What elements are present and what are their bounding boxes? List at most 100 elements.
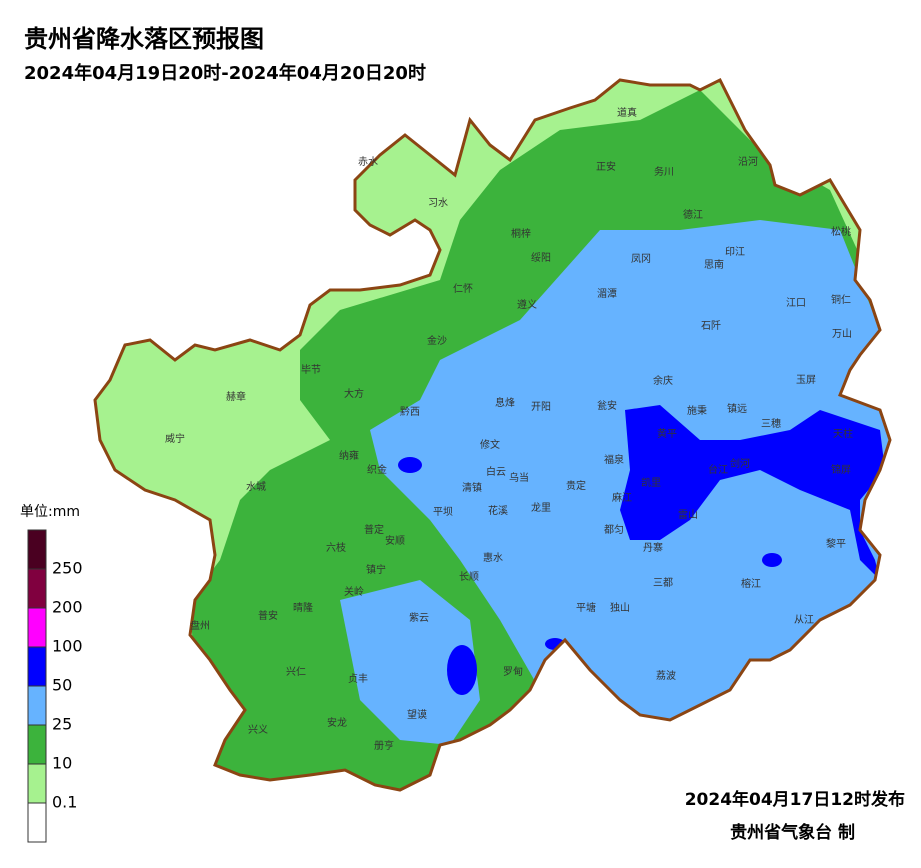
county-label: 余庆 xyxy=(653,374,673,387)
county-label: 瓮安 xyxy=(597,399,617,412)
county-label: 黄平 xyxy=(657,427,677,440)
county-label: 德江 xyxy=(683,208,703,221)
county-label: 思南 xyxy=(704,258,724,271)
county-label: 凯里 xyxy=(641,476,661,489)
county-label: 凤冈 xyxy=(631,253,651,265)
legend: 250 200 100 50 25 10 0.1 xyxy=(27,529,83,843)
county-label: 望谟 xyxy=(407,708,427,721)
county-label: 江口 xyxy=(786,297,806,309)
county-label: 册亨 xyxy=(374,739,394,752)
area-light-blue xyxy=(340,580,480,745)
county-label: 丹寨 xyxy=(643,541,663,554)
county-label: 普安 xyxy=(258,609,278,622)
county-label: 水城 xyxy=(246,481,266,493)
county-label: 仁怀 xyxy=(453,283,473,295)
county-label: 纳雍 xyxy=(339,449,359,462)
legend-label: 250 xyxy=(52,559,83,578)
legend-swatch xyxy=(27,685,47,726)
county-label: 紫云 xyxy=(409,612,429,624)
county-label: 息烽 xyxy=(495,396,515,409)
county-label: 普定 xyxy=(364,523,384,536)
county-label: 铜仁 xyxy=(831,294,851,306)
area-blue xyxy=(398,457,422,473)
county-label: 麻江 xyxy=(612,491,632,504)
county-label: 务川 xyxy=(654,165,674,178)
area-blue xyxy=(762,553,782,567)
county-label: 都匀 xyxy=(604,524,624,536)
county-label: 黔西 xyxy=(400,405,420,418)
county-label: 修文 xyxy=(480,438,500,451)
county-label: 贞丰 xyxy=(348,672,368,685)
legend-label: 10 xyxy=(52,754,72,773)
county-label: 威宁 xyxy=(165,432,185,445)
county-label: 桐梓 xyxy=(511,227,531,240)
legend-label: 50 xyxy=(52,676,72,695)
county-label: 锦屏 xyxy=(831,463,851,476)
county-label: 天柱 xyxy=(833,427,853,440)
county-label: 印江 xyxy=(725,246,745,258)
county-label: 兴义 xyxy=(248,724,268,736)
legend-label: 100 xyxy=(52,637,83,656)
county-label: 绥阳 xyxy=(531,252,551,264)
county-label: 安龙 xyxy=(327,716,347,729)
county-label: 剑河 xyxy=(730,457,750,470)
area-blue xyxy=(447,645,477,695)
county-label: 独山 xyxy=(610,601,630,614)
legend-swatch xyxy=(27,802,47,843)
county-label: 松桃 xyxy=(831,225,851,238)
county-label: 三都 xyxy=(653,577,673,589)
county-label: 三穗 xyxy=(761,417,781,430)
county-label: 黎平 xyxy=(826,537,846,550)
county-label: 罗甸 xyxy=(503,665,523,678)
county-label: 平坝 xyxy=(433,506,453,518)
county-label: 大方 xyxy=(344,387,364,400)
county-label: 玉屏 xyxy=(796,374,816,386)
county-label: 贵定 xyxy=(566,479,586,492)
title: 贵州省降水落区预报图 xyxy=(24,25,264,53)
county-label: 施秉 xyxy=(687,404,707,417)
legend-swatch xyxy=(27,646,47,687)
legend-swatch xyxy=(27,763,47,804)
issue-time: 2024年04月17日12时发布 xyxy=(685,789,905,810)
county-label: 金沙 xyxy=(427,334,447,347)
county-label: 织金 xyxy=(367,463,387,476)
county-label: 荔波 xyxy=(656,669,676,682)
county-label: 关岭 xyxy=(344,585,364,598)
subtitle: 2024年04月19日20时-2024年04月20日20时 xyxy=(24,62,426,84)
county-label: 石阡 xyxy=(701,320,721,332)
county-label: 习水 xyxy=(428,197,448,209)
county-label: 沿河 xyxy=(738,156,758,168)
county-label: 白云 xyxy=(486,465,506,478)
county-label: 福泉 xyxy=(604,453,624,466)
county-label: 遵义 xyxy=(517,298,537,311)
county-label: 镇远 xyxy=(727,402,747,415)
county-label: 龙里 xyxy=(531,501,551,514)
county-label: 晴隆 xyxy=(293,601,313,614)
county-label: 开阳 xyxy=(531,401,551,413)
legend-unit: 单位:mm xyxy=(20,504,80,520)
county-label: 毕节 xyxy=(301,363,321,376)
county-label: 花溪 xyxy=(488,504,508,517)
legend-swatch xyxy=(27,607,47,648)
county-label: 乌当 xyxy=(509,471,529,484)
county-label: 正安 xyxy=(596,160,616,173)
agency: 贵州省气象台 制 xyxy=(730,822,855,843)
county-label: 盘州 xyxy=(190,619,210,632)
legend-label: 25 xyxy=(52,715,72,734)
county-label: 惠水 xyxy=(483,551,503,564)
legend-swatch xyxy=(27,724,47,765)
county-label: 安顺 xyxy=(385,534,405,547)
county-label: 清镇 xyxy=(462,481,482,494)
county-label: 万山 xyxy=(832,328,852,340)
legend-label: 200 xyxy=(52,598,83,617)
county-label: 榕江 xyxy=(741,577,761,590)
legend-swatch xyxy=(27,529,47,570)
county-label: 镇宁 xyxy=(366,563,386,576)
county-label: 平塘 xyxy=(576,601,596,614)
county-label: 赤水 xyxy=(358,156,378,168)
county-label: 湄潭 xyxy=(597,288,617,300)
county-label: 赫章 xyxy=(226,390,246,403)
county-label: 长顺 xyxy=(459,571,479,583)
